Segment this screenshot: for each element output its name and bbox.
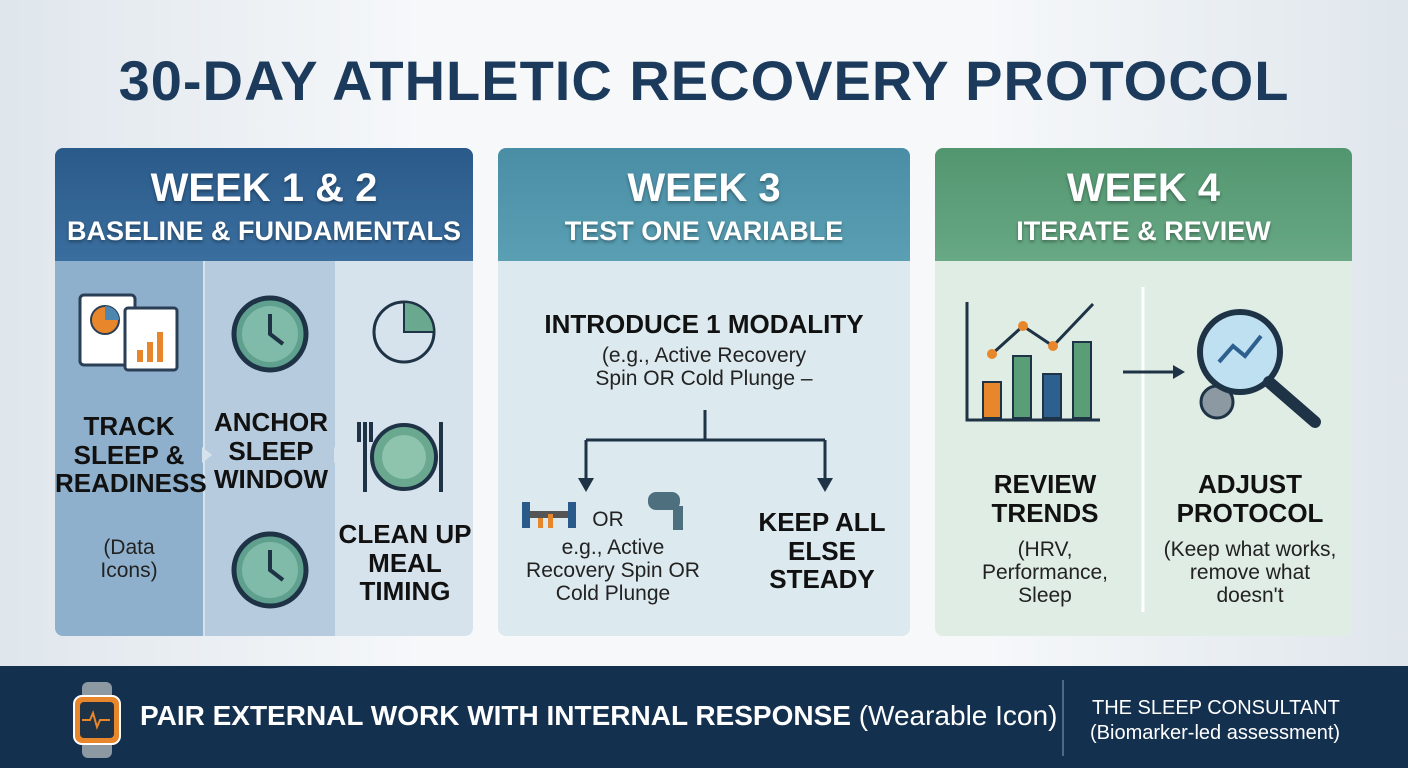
- step-label: REVIEW TRENDS: [991, 469, 1099, 528]
- step-note: (e.g., Active Recovery Spin OR Cold Plun…: [595, 344, 813, 391]
- footer-divider: [1062, 680, 1064, 756]
- step-note: (HRV, Performance, Sleep: [981, 538, 1109, 608]
- step-label: CLEAN UP MEAL TIMING: [338, 519, 472, 607]
- week-header: [498, 148, 910, 261]
- step-label: ADJUST PROTOCOL: [1176, 469, 1324, 528]
- step-label: TRACK SLEEP & READINESS: [55, 411, 207, 499]
- week-header: [55, 148, 473, 261]
- branch-label: KEEP ALL ELSE STEADY: [758, 507, 886, 595]
- wearable-icon: [73, 682, 121, 758]
- brand: THE SLEEP CONSULTANT: [1092, 697, 1340, 719]
- message-note: (Wearable Icon): [858, 700, 1058, 731]
- title: 30-DAY ATHLETIC RECOVERY PROTOCOL: [118, 49, 1290, 112]
- week-panel: [498, 148, 910, 636]
- branch-detail: e.g., Active Recovery Spin OR Cold Plung…: [526, 536, 700, 606]
- week-heading: WEEK 3: [627, 166, 781, 210]
- branch-or: OR: [592, 508, 624, 531]
- week-heading: WEEK 1 & 2: [150, 166, 378, 210]
- step-label: INTRODUCE 1 MODALITY: [544, 309, 864, 339]
- step-note: (Data Icons): [100, 536, 158, 583]
- step-label: ANCHOR SLEEP WINDOW: [213, 407, 329, 495]
- footer: [0, 666, 1408, 768]
- week-subheading: BASELINE & FUNDAMENTALS: [67, 216, 461, 246]
- week-subheading: TEST ONE VARIABLE: [564, 216, 844, 246]
- step-note: (Keep what works, remove what doesn't: [1163, 538, 1337, 608]
- footer-message: PAIR EXTERNAL WORK WITH INTERNAL RESPONS…: [140, 700, 1057, 740]
- week-subheading: ITERATE & REVIEW: [1016, 216, 1271, 246]
- brand-note: (Biomarker-led assessment): [1090, 722, 1341, 744]
- branch-arrows: [522, 410, 833, 530]
- week-heading: WEEK 4: [1066, 166, 1221, 210]
- message: PAIR EXTERNAL WORK WITH INTERNAL RESPONS…: [140, 700, 851, 731]
- week-icons: [78, 293, 443, 609]
- week-header: [935, 148, 1352, 261]
- week-icons: [965, 287, 1321, 612]
